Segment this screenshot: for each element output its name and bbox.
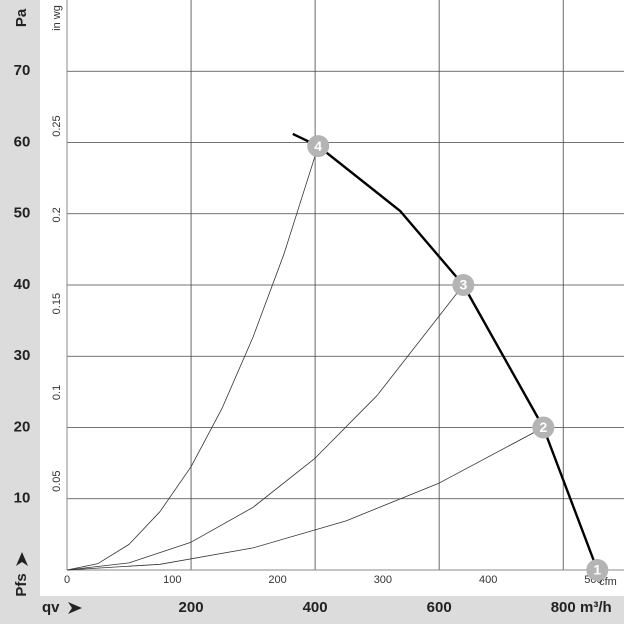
- x2-tick-label: 100: [163, 574, 181, 586]
- y2-tick-label: 0.1: [51, 385, 63, 400]
- operating-point-label: 2: [539, 419, 547, 435]
- operating-point: [532, 416, 555, 439]
- y-unit: Pa: [13, 8, 30, 27]
- x-tick-label: 200: [179, 599, 204, 616]
- y-tick-label: 30: [14, 347, 31, 364]
- y-name: Pfs: [13, 573, 30, 596]
- system-curve: [66, 284, 464, 571]
- operating-point-label: 3: [459, 277, 467, 293]
- y-tick-label: 10: [14, 490, 31, 507]
- x2-tick-label: 0: [64, 574, 70, 586]
- y-tick-label: 70: [14, 62, 31, 79]
- x2-tick-label: 300: [374, 574, 392, 586]
- y2-tick-label: 0.15: [51, 293, 63, 314]
- x-arrow: [68, 602, 82, 614]
- y2-tick-label: 0.25: [51, 115, 63, 136]
- x-tick-label: 600: [427, 599, 452, 616]
- system-curve: [66, 145, 319, 571]
- operating-point-label: 4: [314, 138, 322, 154]
- x2-tick-label: 200: [268, 574, 286, 586]
- left-band: [0, 0, 40, 624]
- x-unit: m³/h: [580, 599, 612, 616]
- y2-unit: in wg: [51, 5, 63, 31]
- x-name: qv: [42, 599, 60, 616]
- operating-point: [452, 274, 475, 296]
- y-arrow: [16, 552, 28, 566]
- y-tick-label: 50: [14, 205, 31, 222]
- x2-tick-label: 400: [479, 574, 497, 586]
- y-tick-label: 40: [14, 276, 31, 293]
- bottom-band: [0, 596, 624, 624]
- y2-tick-label: 0.05: [51, 471, 63, 492]
- x-tick-label: 400: [303, 599, 328, 616]
- system-curve: [66, 427, 544, 571]
- y2-tick-label: 0.2: [51, 207, 63, 222]
- x-tick-label: 800: [551, 599, 576, 616]
- y-tick-label: 60: [14, 133, 31, 150]
- fan-curve: [292, 132, 599, 571]
- y-tick-label: 20: [14, 418, 31, 435]
- operating-point: [307, 135, 330, 158]
- operating-point-label: 1: [593, 562, 601, 578]
- operating-point: [586, 559, 609, 581]
